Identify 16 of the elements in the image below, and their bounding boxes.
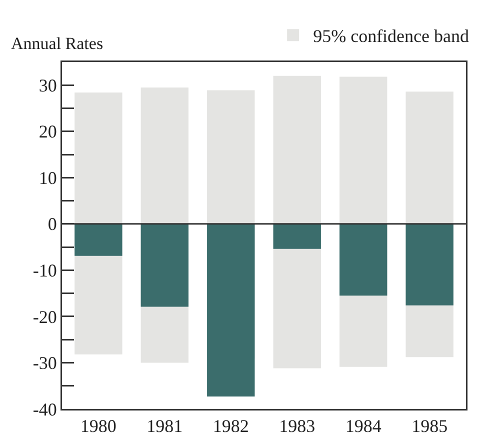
y-tick-label: -20 — [32, 306, 57, 327]
y-tick-label: -30 — [32, 353, 57, 374]
y-tick-label: 20 — [38, 122, 57, 142]
x-tick-label: 1983 — [279, 416, 316, 436]
y-tick-label: 30 — [38, 75, 57, 96]
x-tick-label: 1985 — [412, 416, 448, 436]
y-axis-title: Annual Rates — [11, 34, 104, 53]
x-tick-label: 1981 — [146, 416, 183, 436]
y-tick-label: 10 — [38, 168, 57, 188]
x-tick-label: 1982 — [212, 416, 249, 436]
x-tick-label: 1984 — [345, 416, 382, 436]
legend-label: 95% confidence band — [313, 26, 470, 46]
y-tick-label: -10 — [32, 260, 57, 280]
x-tick-label: 1980 — [80, 416, 116, 436]
y-tick-label: -40 — [32, 399, 57, 420]
y-tick-label: 0 — [48, 214, 57, 234]
